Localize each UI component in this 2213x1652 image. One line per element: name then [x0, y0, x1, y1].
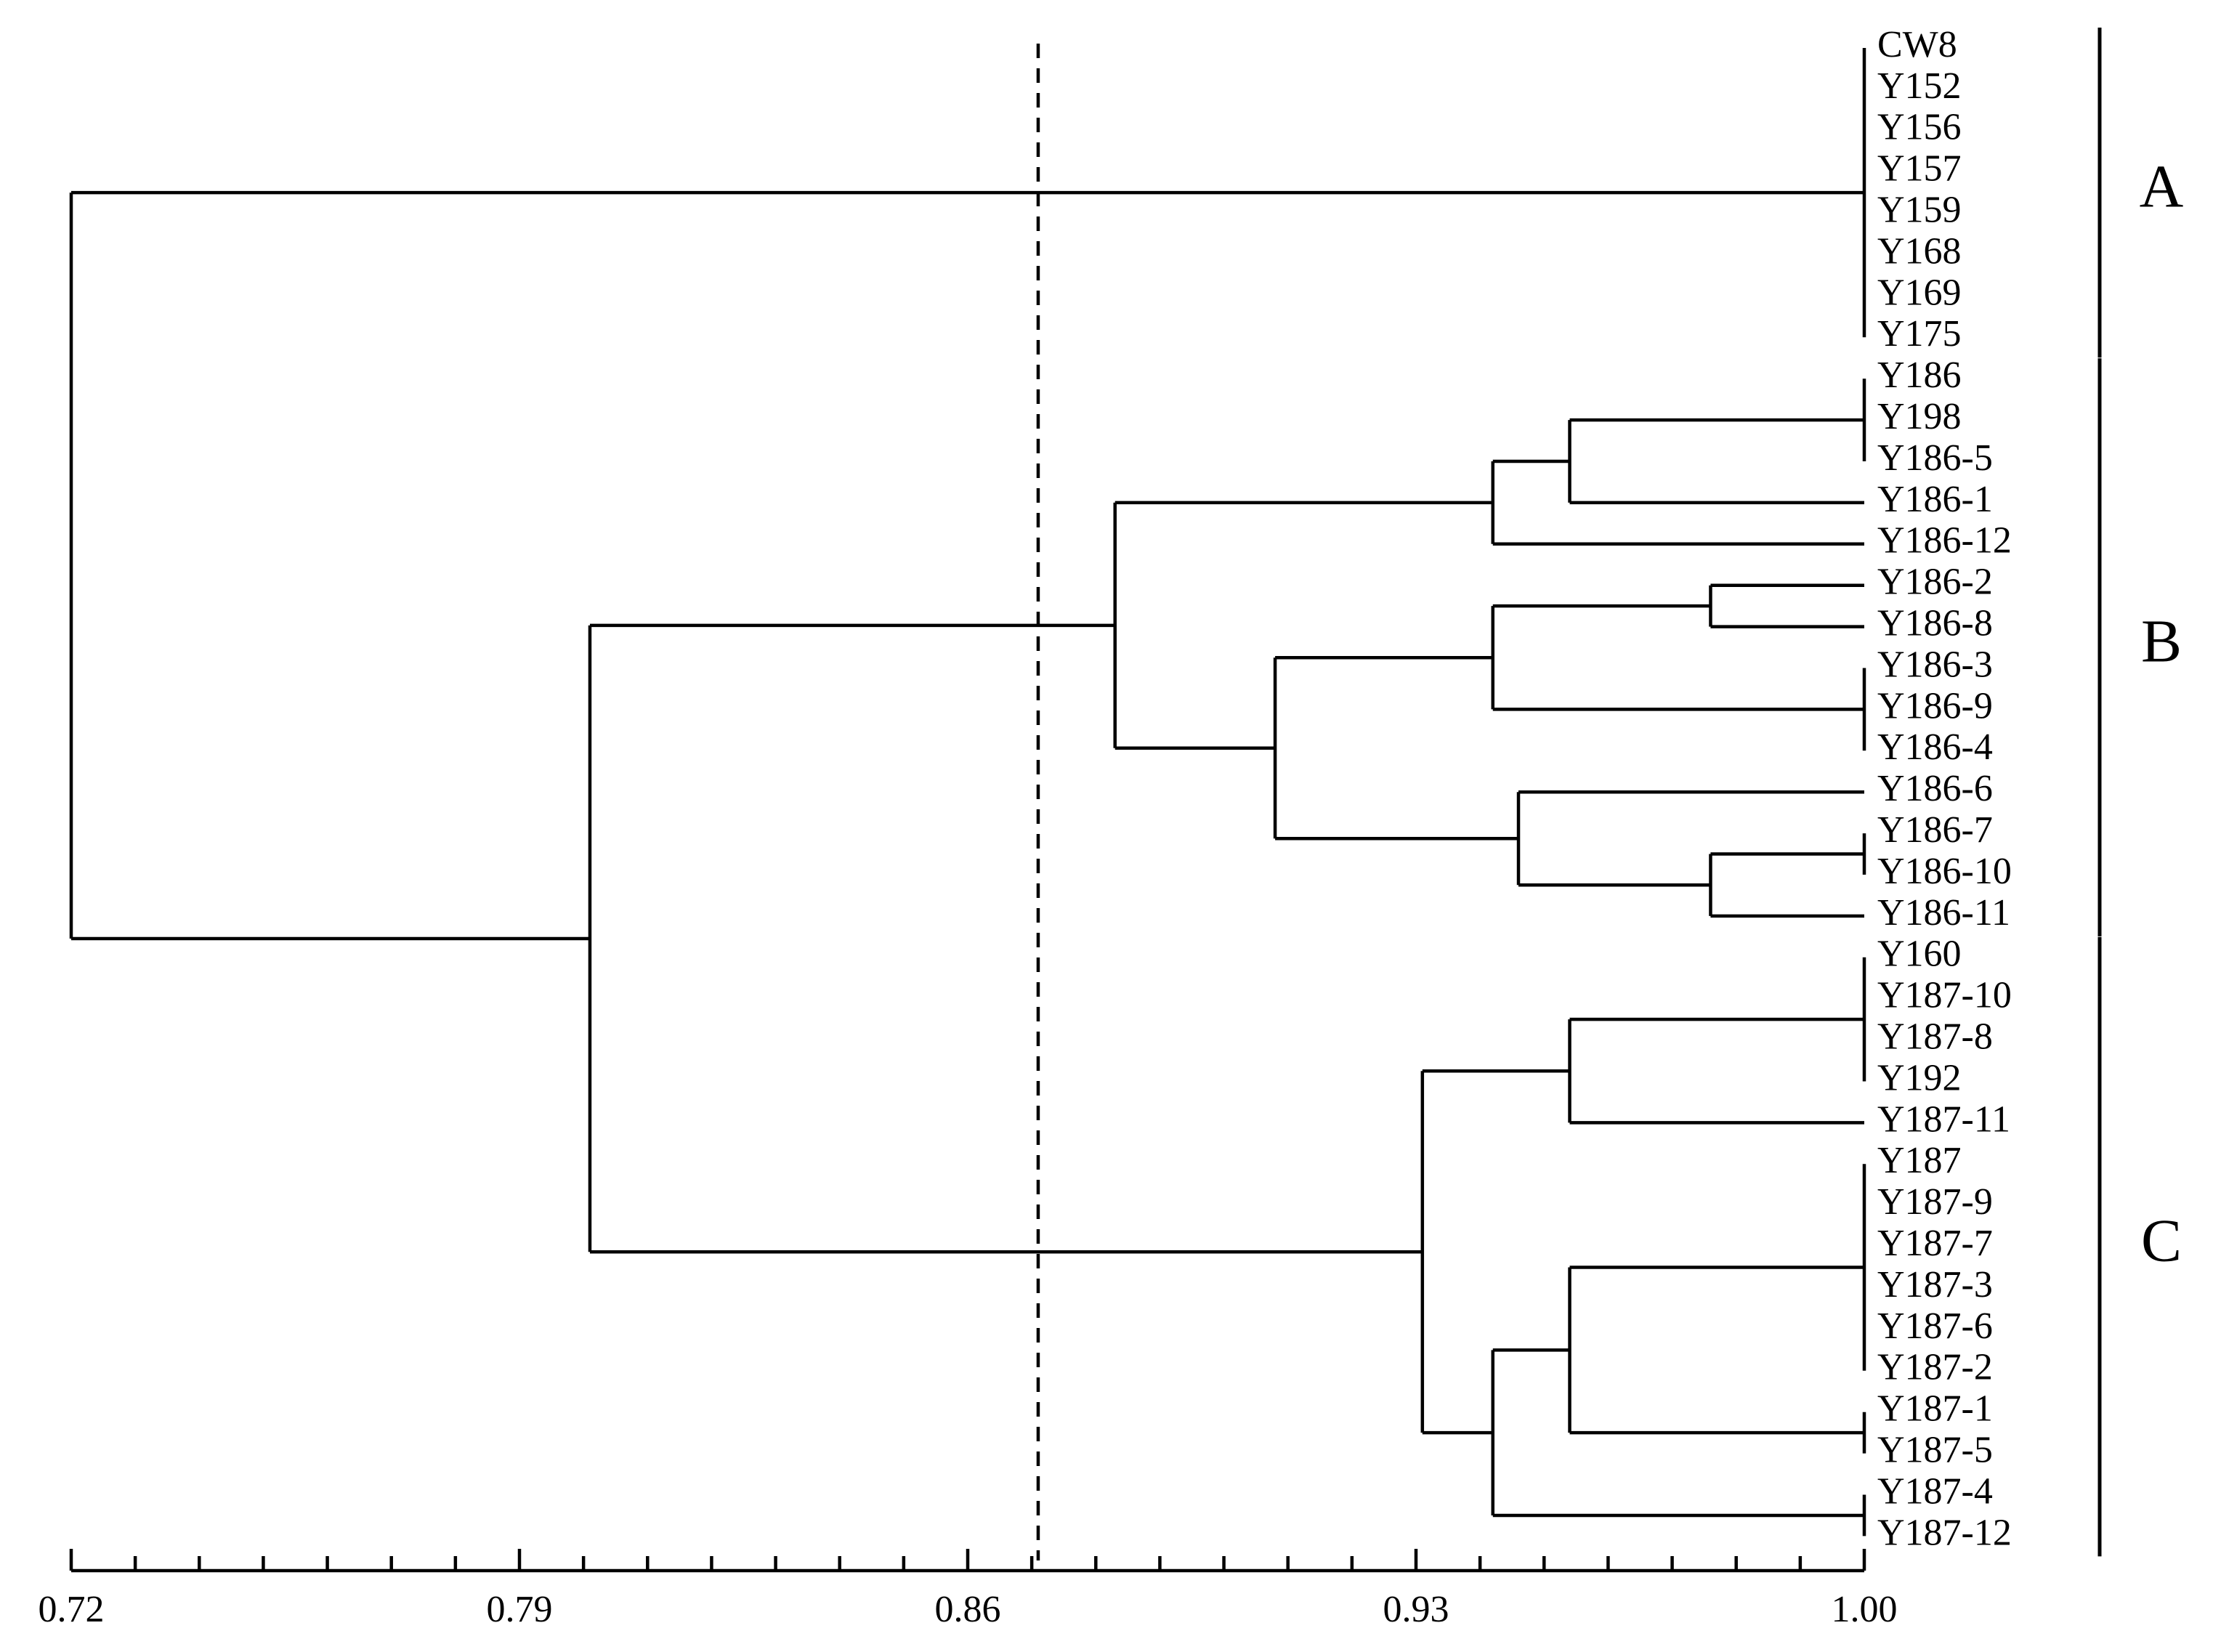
leaf-label-y169: Y169 — [1877, 272, 1962, 313]
leaf-label-y186: Y186 — [1877, 355, 1962, 396]
leaf-label-y187-9: Y187-9 — [1877, 1181, 1993, 1223]
leaf-label-y157: Y157 — [1877, 148, 1962, 190]
cluster-label-a: A — [2140, 153, 2184, 220]
leaf-label-y192: Y192 — [1877, 1057, 1962, 1098]
leaf-label-y187-5: Y187-5 — [1877, 1430, 1993, 1471]
tick-label-0-86: 0.86 — [935, 1589, 1001, 1630]
tick-label-0-93: 0.93 — [1383, 1589, 1449, 1630]
cluster-label-b: B — [2141, 607, 2182, 675]
leaf-label-y156: Y156 — [1877, 107, 1962, 148]
leaf-label-y168: Y168 — [1877, 230, 1962, 272]
tick-label-0-72: 0.72 — [39, 1589, 105, 1630]
leaf-label-y187: Y187 — [1877, 1140, 1962, 1181]
dendrogram-branches — [69, 48, 1866, 1536]
tick-label-1-00: 1.00 — [1832, 1589, 1898, 1630]
cluster-brackets: A B C — [2097, 28, 2184, 1557]
leaf-label-y152: Y152 — [1877, 65, 1962, 107]
similarity-axis: 0.72 0.79 0.86 0.93 1.00 — [39, 1549, 1898, 1630]
leaf-label-y186-2: Y186-2 — [1877, 562, 1993, 603]
leaf-label-y198: Y198 — [1877, 396, 1962, 437]
leaf-label-y187-7: Y187-7 — [1877, 1223, 1993, 1264]
leaf-label-y187-11: Y187-11 — [1877, 1098, 2010, 1140]
leaf-label-y175: Y175 — [1877, 313, 1962, 355]
leaf-label-y186-11: Y186-11 — [1877, 892, 2010, 934]
leaf-label-y186-3: Y186-3 — [1877, 644, 1993, 685]
leaf-label-y186-5: Y186-5 — [1877, 437, 1993, 479]
cluster-label-c: C — [2141, 1207, 2182, 1274]
leaf-label-y187-10: Y187-10 — [1877, 975, 2012, 1016]
leaf-label-y186-7: Y186-7 — [1877, 809, 1993, 851]
leaf-label-y186-4: Y186-4 — [1877, 726, 1993, 768]
leaf-label-y186-10: Y186-10 — [1877, 851, 2012, 892]
leaf-label-y187-12: Y187-12 — [1877, 1512, 2012, 1553]
leaf-label-cw8: CW8 — [1877, 24, 1957, 65]
leaf-label-y186-6: Y186-6 — [1877, 768, 1993, 809]
leaf-label-y187-8: Y187-8 — [1877, 1016, 1993, 1058]
leaf-label-y186-12: Y186-12 — [1877, 520, 2012, 562]
leaf-label-y186-8: Y186-8 — [1877, 603, 1993, 644]
leaf-labels: CW8Y152Y156Y157Y159Y168Y169Y175Y186Y198Y… — [1877, 24, 2012, 1553]
leaf-label-y186-1: Y186-1 — [1877, 479, 1993, 520]
leaf-label-y187-4: Y187-4 — [1877, 1470, 1993, 1512]
leaf-label-y187-1: Y187-1 — [1877, 1388, 1993, 1430]
leaf-label-y187-2: Y187-2 — [1877, 1347, 1993, 1388]
tick-label-0-79: 0.79 — [487, 1589, 553, 1630]
leaf-label-y160: Y160 — [1877, 934, 1962, 975]
leaf-label-y159: Y159 — [1877, 190, 1962, 231]
leaf-label-y187-3: Y187-3 — [1877, 1264, 1993, 1305]
leaf-label-y186-9: Y186-9 — [1877, 685, 1993, 726]
leaf-label-y187-6: Y187-6 — [1877, 1305, 1993, 1347]
